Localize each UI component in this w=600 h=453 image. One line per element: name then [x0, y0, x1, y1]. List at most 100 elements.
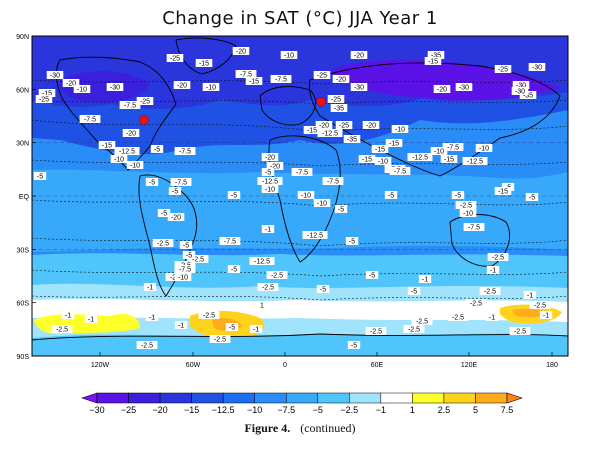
contour-label-text: -25	[331, 97, 341, 104]
contour-label-text: -5	[37, 174, 43, 181]
contour-label-text: -2.5	[470, 301, 482, 308]
contour-label-text: -20	[437, 87, 447, 94]
contour-label: -7.5	[389, 167, 411, 176]
contour-label-text: -20	[366, 123, 376, 130]
contour-label: -30	[46, 71, 64, 80]
contour-label: -20	[232, 47, 250, 56]
contour-label-text: -25	[339, 123, 349, 130]
colorbar-label: −7.5	[277, 405, 295, 415]
contour-label-bg	[173, 81, 191, 89]
contour-label: -1	[174, 321, 188, 330]
contour-label-bg	[485, 313, 499, 321]
contour-label: -7.5	[270, 75, 292, 84]
colorbar-label: −2.5	[340, 405, 358, 415]
contour-label-bg	[525, 193, 539, 201]
contour-line	[32, 79, 568, 85]
contour-label: -20	[261, 153, 279, 162]
contour-label-bg	[166, 54, 184, 62]
contour-label: -12.5	[302, 231, 328, 240]
contour-label-bg	[51, 325, 73, 333]
contour-label-bg	[145, 313, 159, 321]
contour-label: -10	[313, 199, 331, 208]
colorbar-label: −10	[247, 405, 262, 415]
contour-label-bg	[195, 59, 213, 67]
contour-label-bg	[345, 237, 359, 245]
lat-tick-label: 60N	[16, 87, 29, 94]
contour-label-bg	[539, 311, 553, 319]
contour-label-bg	[157, 209, 171, 217]
contour-label-text: -7.5	[394, 169, 406, 176]
contour-label-text: -1	[253, 327, 259, 334]
contour-label-text: -2.5	[514, 329, 526, 336]
contour-label-bg	[407, 153, 433, 161]
contour-label: -15	[424, 57, 442, 66]
contour-label-text: -15	[307, 128, 317, 135]
contour-label: -25	[35, 95, 53, 104]
contour-label-text: -15	[199, 61, 209, 68]
contour-label-text: -1	[147, 285, 153, 292]
contour-label-text: -20	[319, 123, 329, 130]
contour-label: -25	[313, 71, 331, 80]
contour-label-text: -12.5	[307, 233, 323, 240]
contour-label-text: -5	[320, 287, 326, 294]
contour-label-text: -30	[532, 65, 542, 72]
contour-label-bg	[384, 191, 398, 199]
contour-label: -2.5	[455, 201, 477, 210]
contour-label: -20	[62, 79, 80, 88]
lat-tick-label: 30N	[16, 141, 29, 148]
contour-label-text: -1	[65, 313, 71, 320]
contour-label: -20	[167, 213, 185, 222]
contour-label: -7.5	[170, 178, 192, 187]
colorbar-segment	[222, 392, 255, 404]
contour-label-bg	[528, 63, 546, 71]
latitude-axis: 90N 60N 30N EQ 30S 60S 90S	[16, 34, 36, 361]
contour-label-text: -12.5	[254, 259, 270, 266]
contour-label: -5	[227, 265, 241, 274]
europe-outline	[259, 86, 316, 126]
contour-label-bg	[389, 167, 411, 175]
contour-label: -30	[528, 63, 546, 72]
contour-label-text: -5	[338, 207, 344, 214]
contour-label-bg	[249, 325, 263, 333]
contour-label-bg	[427, 51, 445, 59]
contour-label: -25	[335, 121, 353, 130]
contour-label-bg	[362, 121, 380, 129]
contour-label: -5	[345, 237, 359, 246]
contour-label-text: -35	[523, 93, 533, 100]
contour-label-bg	[168, 187, 182, 195]
contour-label-bg	[424, 57, 442, 65]
contour-label-text: -1	[422, 277, 428, 284]
contour-label: -20	[350, 51, 368, 60]
contour-label-bg	[465, 299, 487, 307]
contour-label-text: -20	[336, 77, 346, 84]
contour-label-bg	[227, 265, 241, 273]
contour-label-bg	[150, 145, 164, 153]
contour-label-text: -1	[265, 227, 271, 234]
contour-label: -2.5	[136, 341, 158, 350]
contour-label-bg	[84, 315, 98, 323]
contour-label-bg	[119, 101, 141, 109]
contour-label: -10	[126, 161, 144, 170]
contour-label: -2.5	[209, 335, 231, 344]
colorbar-label: 7.5	[501, 405, 514, 415]
contour-label-bg	[462, 157, 488, 165]
contour-label-bg	[494, 187, 512, 195]
contour-label: -1	[143, 283, 157, 292]
contour-label-bg	[266, 271, 288, 279]
contour-label: -20	[173, 81, 191, 90]
colorbar-label: 5	[473, 405, 478, 415]
contour-label-text: -12.5	[412, 155, 428, 162]
contour-label: -10	[459, 209, 477, 218]
contour-label-bg	[365, 327, 387, 335]
contour-label: -2.5	[266, 271, 288, 280]
contour-label-text: -5	[172, 189, 178, 196]
contour-label-bg	[529, 301, 551, 309]
contour-label-text: -10	[265, 187, 275, 194]
contour-label: -1	[249, 325, 263, 334]
contour-label: -5	[227, 191, 241, 200]
colorbar-segment	[285, 392, 319, 404]
contour-label-text: -12.5	[262, 179, 278, 186]
contour-label-bg	[322, 177, 344, 185]
contour-label-text: -5	[149, 180, 155, 187]
contour-label-text: -7.5	[447, 145, 459, 152]
